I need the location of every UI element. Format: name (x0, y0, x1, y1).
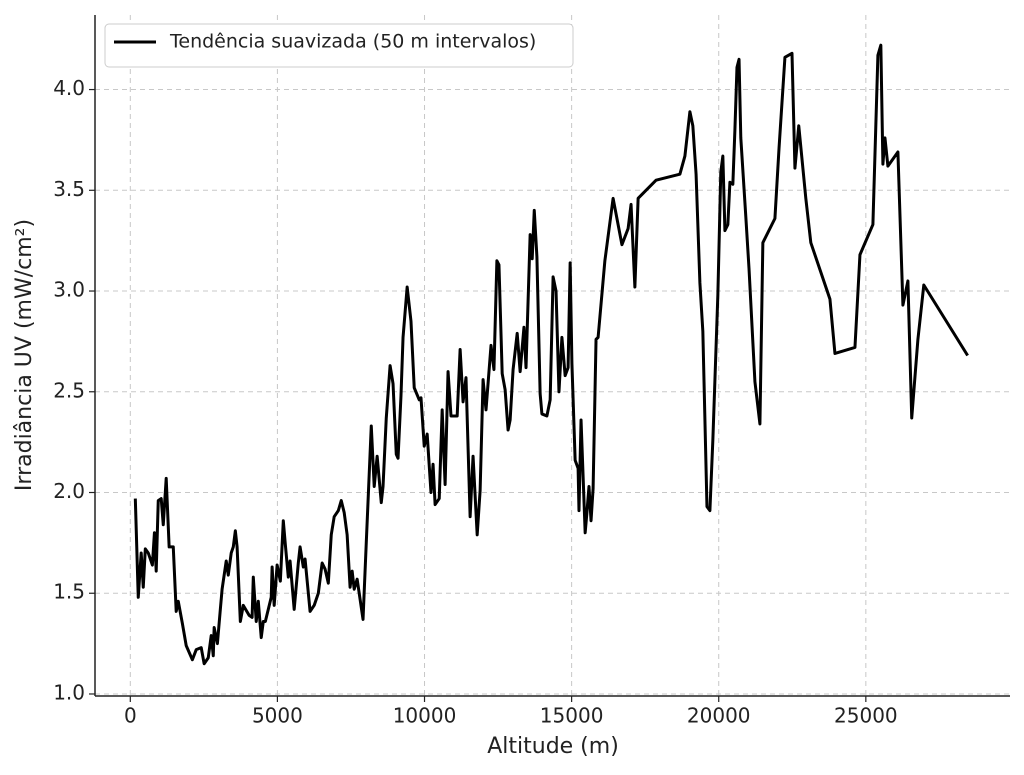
y-tick-label: 1.0 (53, 680, 85, 704)
x-tick-label: 15000 (540, 704, 604, 728)
legend: Tendência suavizada (50 m intervalos) (104, 23, 574, 68)
x-tick-label: 0 (124, 704, 137, 728)
y-tick-label: 3.5 (53, 177, 85, 201)
y-tick-label: 3.0 (53, 278, 85, 302)
y-tick-label: 2.0 (53, 479, 85, 503)
y-tick-label: 1.5 (53, 580, 85, 604)
legend-label: Tendência suavizada (50 m intervalos) (169, 31, 536, 53)
x-tick-label: 10000 (393, 704, 457, 728)
x-axis-label: Altitude (m) (487, 734, 619, 759)
y-axis-label: Irradiância UV (mW/cm²) (12, 219, 37, 491)
legend-box (104, 23, 574, 68)
data-line (133, 43, 969, 666)
y-tick-label: 2.5 (53, 378, 85, 402)
x-tick-label: 5000 (252, 704, 303, 728)
y-tick-label: 4.0 (53, 76, 85, 100)
x-tick-label: 25000 (834, 704, 898, 728)
x-tick-label: 20000 (687, 704, 751, 728)
